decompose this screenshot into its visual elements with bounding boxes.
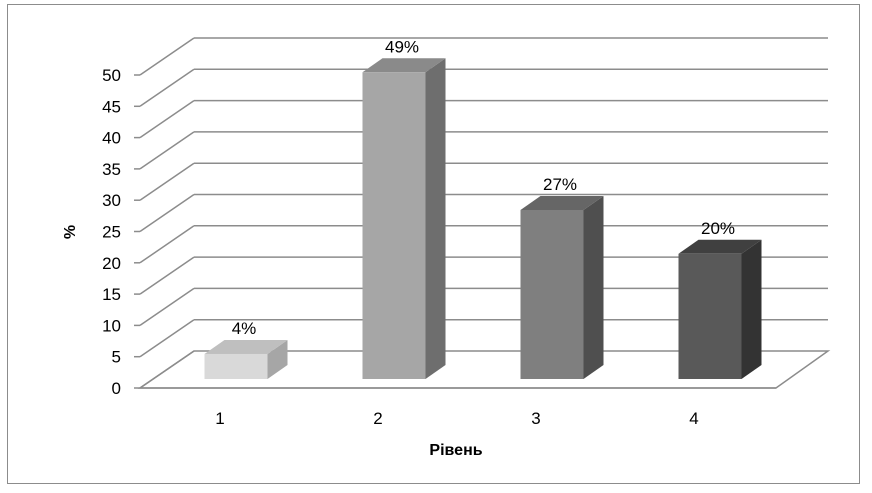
- bar: [520, 195, 604, 379]
- bar-top: [204, 339, 288, 354]
- y-tick-label: 0: [112, 379, 121, 398]
- side-gridline: [139, 37, 195, 76]
- y-tick-label: 15: [102, 285, 121, 304]
- y-tick-label: 5: [112, 348, 121, 367]
- side-gridline: [139, 256, 195, 295]
- side-gridline: [139, 131, 195, 170]
- data-label: 20%: [701, 219, 735, 238]
- data-label: 27%: [543, 175, 577, 194]
- x-tick-label: 3: [531, 409, 540, 428]
- x-tick-label: 1: [215, 409, 224, 428]
- bar-front: [520, 209, 584, 379]
- data-labels: 4% 49% 27% 20%: [232, 37, 735, 338]
- side-gridline: [139, 225, 195, 264]
- x-tick-label: 4: [689, 409, 698, 428]
- side-gridline: [139, 68, 195, 107]
- x-axis-title: Рівень: [429, 442, 482, 459]
- data-label: 4%: [232, 319, 257, 338]
- bar-front: [678, 253, 742, 379]
- y-tick-label: 30: [102, 191, 121, 210]
- bar-front: [204, 353, 268, 379]
- side-gridline: [139, 287, 195, 327]
- y-tick-label: 40: [102, 129, 121, 148]
- x-tick-labels: 1 2 3 4: [215, 409, 698, 428]
- bar-top: [362, 58, 446, 73]
- y-tick-label: 10: [102, 316, 121, 335]
- side-gridline: [139, 193, 195, 233]
- data-label: 49%: [385, 37, 419, 56]
- y-tick-label: 25: [102, 223, 121, 242]
- y-tick-label: 20: [102, 254, 121, 273]
- side-gridline: [139, 319, 195, 358]
- side-gridline: [139, 162, 195, 201]
- bar: [362, 58, 446, 379]
- y-tick-label: 50: [102, 66, 121, 85]
- bar-side: [425, 58, 446, 379]
- bar: [204, 339, 288, 379]
- bar-top: [678, 239, 762, 254]
- side-gridline: [139, 99, 195, 139]
- y-tick-label: 35: [102, 160, 121, 179]
- y-axis-title: %: [62, 225, 79, 239]
- bar-side: [267, 339, 288, 379]
- bar-side: [583, 195, 604, 379]
- bar-top: [520, 195, 604, 210]
- y-tick-labels: 0 5 10 15 20 25 30 35 40 45 50: [102, 66, 121, 398]
- x-tick-label: 2: [373, 409, 382, 428]
- y-tick-label: 45: [102, 97, 121, 116]
- bar: [678, 239, 762, 379]
- bars: [204, 58, 762, 379]
- bar-side: [741, 239, 762, 379]
- bar-front: [362, 72, 426, 379]
